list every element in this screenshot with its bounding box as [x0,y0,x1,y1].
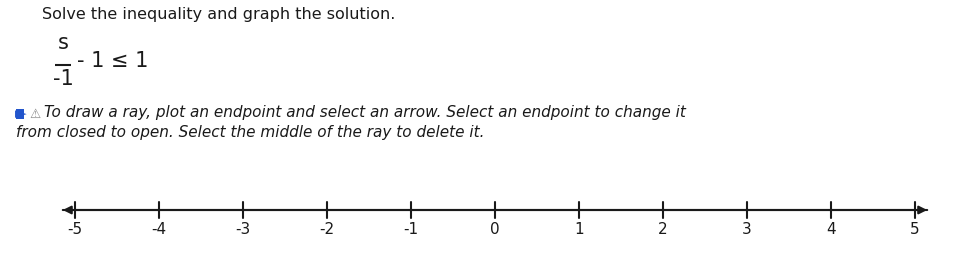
Text: -1: -1 [53,69,73,89]
Text: 4: 4 [827,222,835,237]
Text: 5: 5 [911,222,919,237]
Text: from closed to open. Select the middle of the ray to delete it.: from closed to open. Select the middle o… [16,124,484,139]
Text: To draw a ray, plot an endpoint and select an arrow. Select an endpoint to chang: To draw a ray, plot an endpoint and sele… [44,105,686,119]
Text: - 1 ≤ 1: - 1 ≤ 1 [77,51,148,71]
Text: Solve the inequality and graph the solution.: Solve the inequality and graph the solut… [42,7,395,22]
Text: -3: -3 [235,222,251,237]
Text: -4: -4 [151,222,167,237]
Text: ►: ► [15,106,26,122]
Text: 2: 2 [658,222,668,237]
Text: -5: -5 [67,222,83,237]
Text: s: s [58,33,68,53]
Polygon shape [16,109,24,119]
Text: 0: 0 [490,222,500,237]
Text: -2: -2 [319,222,335,237]
Text: ⚠: ⚠ [29,107,40,121]
Text: 1: 1 [574,222,584,237]
Text: -1: -1 [403,222,419,237]
Text: 3: 3 [742,222,752,237]
